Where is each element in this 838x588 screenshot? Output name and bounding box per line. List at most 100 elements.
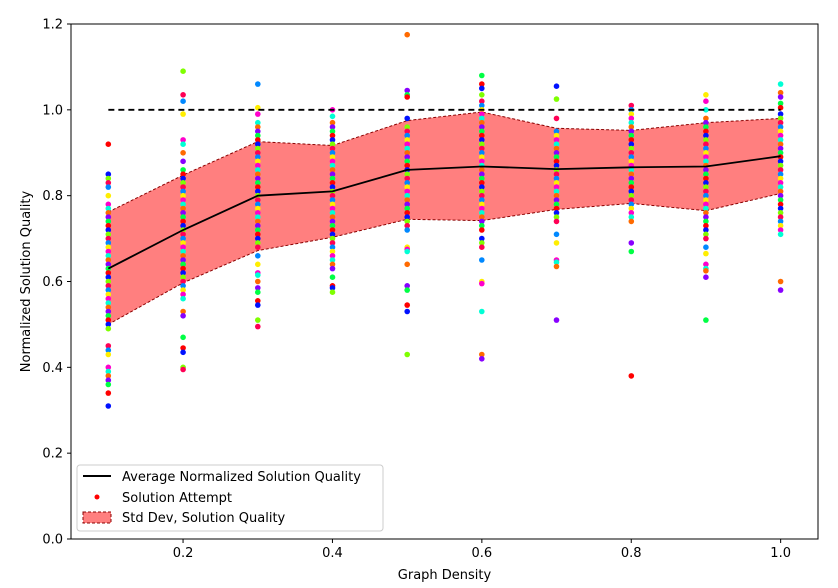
solution-attempt-point [180, 244, 186, 250]
solution-attempt-point [553, 317, 560, 323]
solution-attempt-point [777, 171, 784, 177]
solution-attempt-point [254, 227, 261, 233]
solution-attempt-point [105, 317, 112, 323]
solution-attempt-point [105, 325, 112, 332]
solution-attempt-point [329, 231, 336, 238]
solution-attempt-point [105, 218, 112, 225]
solution-attempt-point [404, 175, 411, 182]
x-tick-label: 0.2 [173, 546, 194, 561]
solution-attempt-point [105, 270, 112, 276]
y-tick-label: 0.0 [42, 533, 63, 548]
solution-attempt-point [404, 162, 411, 169]
solution-attempt-point [703, 98, 709, 104]
solution-attempt-point [777, 119, 784, 126]
solution-attempt-point [777, 115, 784, 122]
solution-attempt-point [703, 171, 709, 177]
solution-attempt-point [703, 137, 709, 143]
solution-attempt-point [329, 162, 336, 169]
solution-attempt-point [553, 205, 560, 212]
solution-attempt-point [777, 167, 784, 173]
solution-attempt-point [628, 373, 635, 379]
solution-attempt-point [180, 68, 186, 74]
solution-attempt-point [105, 248, 112, 255]
solution-attempt-point [777, 175, 784, 182]
solution-attempt-point [628, 192, 635, 199]
solution-attempt-point [404, 205, 411, 212]
solution-attempt-point [404, 222, 411, 229]
solution-attempt-point [628, 137, 635, 143]
solution-attempt-point [105, 278, 112, 285]
solution-attempt-point [553, 197, 560, 203]
solution-attempt-point [254, 154, 261, 160]
solution-attempt-point [254, 205, 261, 212]
solution-attempt-point [777, 210, 784, 216]
y-axis-ticks: 0.0 0.2 0.4 0.6 0.8 1.0 1.2 [42, 18, 71, 548]
solution-attempt-point [703, 132, 709, 139]
legend-std-dev-label: Std Dev, Solution Quality [122, 511, 286, 526]
solution-attempt-point [553, 192, 560, 199]
solution-attempt-point [479, 150, 485, 156]
solution-attempt-point [105, 227, 112, 233]
solution-attempt-point [329, 289, 336, 296]
solution-attempt-point [404, 192, 411, 199]
solution-attempt-point [703, 244, 709, 250]
solution-attempt-point [180, 313, 186, 319]
solution-attempt-point [329, 175, 336, 182]
solution-attempt-point [180, 150, 186, 156]
solution-attempt-point [404, 197, 411, 203]
solution-attempt-point [180, 291, 186, 298]
std-dev-lower-edge [108, 193, 781, 325]
solution-attempt-point [553, 175, 560, 182]
solution-attempt-point [254, 119, 261, 126]
solution-attempt-point [404, 180, 411, 186]
solution-attempt-point [404, 261, 411, 268]
solution-attempt-point [180, 205, 186, 212]
solution-attempt-point [254, 278, 261, 285]
solution-attempt-point [105, 381, 112, 388]
solution-attempt-point [479, 124, 485, 130]
solution-attempt-point [254, 162, 261, 169]
solution-attempt-point [703, 261, 709, 268]
solution-attempt-point [553, 184, 560, 190]
solution-attempt-point [404, 145, 411, 152]
solution-attempt-point [479, 98, 485, 104]
solution-attempt-point [703, 231, 709, 238]
solution-attempt-point [329, 253, 336, 259]
solution-attempt-point [479, 218, 485, 225]
solution-attempt-point [105, 377, 112, 384]
solution-attempt-point [404, 141, 411, 147]
solution-attempt-point [628, 141, 635, 147]
solution-attempt-point [628, 115, 635, 122]
solution-attempt-point [703, 92, 709, 98]
solution-attempt-point [553, 231, 560, 238]
y-axis-label: Normalized Solution Quality [19, 190, 34, 372]
solution-attempt-point [479, 222, 485, 229]
solution-attempt-point [254, 150, 261, 156]
solution-attempt-point [703, 317, 709, 323]
solution-attempt-point [404, 302, 411, 308]
solution-attempt-point [479, 184, 485, 190]
y-tick-label: 0.6 [42, 275, 63, 290]
solution-attempt-point [105, 222, 112, 229]
solution-attempt-point [553, 259, 560, 266]
solution-attempt-point [105, 373, 112, 379]
solution-attempt-point [329, 137, 336, 143]
solution-attempt-point [180, 261, 186, 268]
solution-attempt-point [329, 235, 336, 242]
x-tick-label: 0.4 [322, 546, 343, 561]
solution-attempt-point [479, 81, 485, 87]
solution-attempt-point [254, 111, 261, 117]
solution-attempt-point [628, 150, 635, 156]
solution-attempt-point [105, 368, 112, 375]
solution-attempt-point [254, 180, 261, 186]
solution-attempt-point [404, 154, 411, 160]
solution-attempt-point [404, 132, 411, 139]
legend-average-label: Average Normalized Solution Quality [122, 470, 361, 485]
solution-attempt-point [105, 313, 112, 319]
solution-attempt-point [479, 257, 485, 263]
solution-attempt-point [479, 192, 485, 199]
solution-attempt-point [180, 349, 186, 356]
solution-attempt-point [404, 158, 411, 165]
std-dev-band-layer [108, 111, 781, 325]
solution-attempt-point [479, 85, 485, 92]
